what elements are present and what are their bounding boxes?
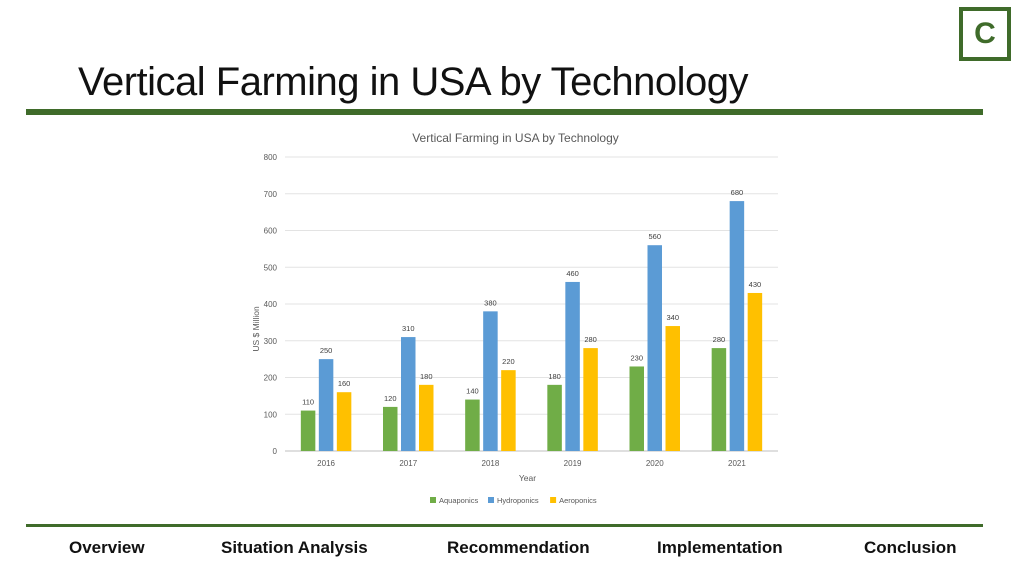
data-label: 460	[566, 269, 579, 278]
bar-hydroponics-2016	[318, 359, 334, 451]
footer-divider	[26, 524, 983, 527]
bar-aeroponics-2019	[583, 348, 598, 451]
y-tick-label: 0	[273, 447, 278, 456]
legend-label: Aeroponics	[559, 496, 597, 505]
x-tick-label: 2016	[317, 459, 335, 468]
legend-swatch-aeroponics	[550, 497, 557, 503]
data-label: 140	[466, 387, 479, 396]
bar-aquaponics-2018	[465, 399, 480, 451]
y-tick-label: 100	[264, 410, 278, 419]
legend-swatch-hydroponics	[488, 497, 494, 503]
bar-aeroponics-2017	[419, 384, 434, 451]
data-label: 560	[648, 232, 661, 241]
bar-hydroponics-2021	[729, 201, 745, 451]
bar-aquaponics-2016	[300, 410, 316, 451]
page-title: Vertical Farming in USA by Technology	[78, 60, 749, 104]
bar-aeroponics-2021	[747, 292, 763, 451]
x-axis-label: Year	[519, 473, 536, 483]
data-label: 180	[420, 372, 433, 381]
data-label: 340	[666, 313, 679, 322]
bar-hydroponics-2019	[565, 281, 580, 451]
x-tick-label: 2021	[728, 459, 746, 468]
nav-situation-analysis[interactable]: Situation Analysis	[221, 538, 368, 557]
y-axis-label: US $ Million	[251, 306, 261, 352]
bar-hydroponics-2020	[647, 245, 662, 451]
y-tick-label: 500	[264, 263, 278, 272]
data-label: 180	[548, 372, 561, 381]
bar-hydroponics-2017	[401, 337, 416, 451]
chart-container: Vertical Farming in USA by Technology 0 10…	[245, 124, 785, 516]
bar-aquaponics-2017	[383, 406, 398, 451]
y-tick-label: 200	[264, 374, 278, 383]
legend-label: Hydroponics	[497, 496, 539, 505]
x-tick-label: 2018	[482, 459, 500, 468]
x-tick-label: 2020	[646, 459, 664, 468]
bar-aquaponics-2021	[711, 348, 727, 451]
data-label: 220	[502, 357, 515, 366]
data-label: 230	[630, 353, 643, 362]
y-tick-label: 600	[264, 227, 278, 236]
data-label: 310	[402, 324, 415, 333]
logo-badge: C	[959, 7, 1011, 61]
data-label: 680	[731, 188, 744, 197]
y-tick-label: 400	[264, 300, 278, 309]
y-tick-label: 800	[264, 153, 278, 162]
bar-chart: Vertical Farming in USA by Technology 0 10…	[251, 131, 778, 505]
data-label: 250	[320, 346, 333, 355]
data-label: 110	[302, 398, 314, 407]
bar-aquaponics-2020	[629, 366, 644, 451]
bar-aeroponics-2020	[665, 326, 680, 451]
x-tick-label: 2019	[564, 459, 582, 468]
y-tick-label: 300	[264, 337, 278, 346]
x-tick-label: 2017	[399, 459, 417, 468]
nav-conclusion[interactable]: Conclusion	[864, 538, 957, 557]
legend-swatch-aquaponics	[430, 497, 436, 503]
y-tick-label: 700	[264, 190, 278, 199]
data-label: 280	[584, 335, 597, 344]
bar-aeroponics-2018	[501, 370, 516, 451]
nav-implementation[interactable]: Implementation	[657, 538, 783, 557]
data-label: 160	[338, 379, 351, 388]
data-label: 380	[484, 298, 497, 307]
nav-recommendation[interactable]: Recommendation	[447, 538, 590, 557]
data-label: 430	[749, 280, 762, 289]
title-divider	[26, 109, 983, 115]
legend-label: Aquaponics	[439, 496, 478, 505]
data-label: 280	[713, 335, 726, 344]
bar-aquaponics-2019	[547, 384, 562, 451]
bar-hydroponics-2018	[483, 311, 498, 451]
footer-nav: Overview Situation Analysis Recommendati…	[0, 538, 1024, 562]
nav-overview[interactable]: Overview	[69, 538, 145, 557]
data-label: 120	[384, 394, 397, 403]
chart-title: Vertical Farming in USA by Technology	[412, 131, 619, 145]
logo-letter: C	[974, 17, 996, 50]
bar-aeroponics-2016	[336, 392, 352, 451]
